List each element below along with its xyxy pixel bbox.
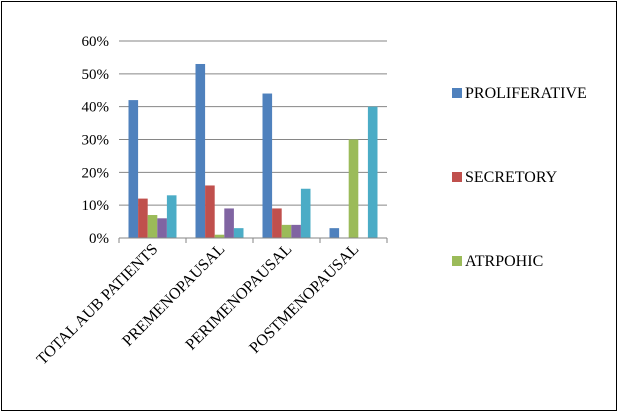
bar: [367, 106, 378, 239]
bar: [329, 228, 340, 238]
bars: [128, 63, 378, 239]
y-tick-label: 60%: [82, 34, 110, 50]
bar: [291, 224, 301, 238]
bar: [138, 198, 148, 238]
legend-swatch: [452, 172, 462, 182]
y-tick-label: 10%: [82, 198, 110, 214]
y-axis-tick-labels: 0% 10% 20% 30% 40% 50% 60%: [82, 34, 110, 247]
bar: [214, 234, 225, 238]
y-tick-label: 40%: [82, 100, 110, 116]
bar: [281, 224, 292, 238]
legend-label: SECRETORY: [465, 169, 558, 186]
bar: [348, 139, 359, 238]
legend-label: ATRPOHIC: [465, 253, 543, 270]
legend-label: PROLIFERATIVE: [465, 85, 587, 102]
bar: [224, 208, 234, 238]
bar: [157, 218, 167, 238]
legend: PROLIFERATIVE SECRETORY ATRPOHIC: [452, 85, 587, 270]
y-tick-label: 50%: [82, 67, 110, 83]
bar: [166, 195, 177, 238]
legend-swatch: [452, 256, 462, 266]
bar: [147, 215, 158, 238]
bar: [233, 228, 244, 238]
bar: [272, 208, 282, 238]
bar: [300, 188, 311, 238]
y-tick-label: 30%: [82, 133, 110, 149]
legend-swatch: [452, 88, 462, 98]
bar: [205, 185, 215, 238]
category-label: POSTMENOPAUSAL: [246, 241, 362, 357]
x-axis: [118, 237, 388, 243]
y-tick-label: 20%: [82, 165, 110, 181]
gridlines: [119, 40, 387, 206]
bar: [195, 63, 206, 238]
y-tick-label: 0%: [89, 231, 109, 247]
bar: [262, 93, 273, 239]
bar: [128, 100, 139, 238]
category-labels: TOTAL AUB PATIENTSPREMENOPAUSALPERIMENOP…: [34, 241, 363, 369]
category-label: TOTAL AUB PATIENTS: [34, 241, 162, 369]
